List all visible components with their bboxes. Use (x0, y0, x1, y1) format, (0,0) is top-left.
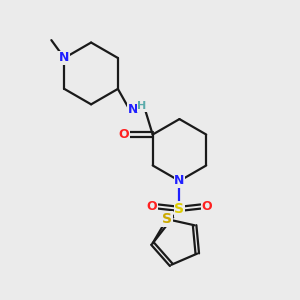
Text: H: H (137, 101, 147, 111)
Text: O: O (146, 200, 157, 213)
Text: S: S (174, 202, 184, 216)
Text: N: N (174, 174, 184, 188)
Text: S: S (162, 212, 172, 226)
Text: N: N (128, 103, 138, 116)
Text: N: N (59, 52, 70, 64)
Text: O: O (202, 200, 212, 213)
Text: O: O (118, 128, 129, 141)
